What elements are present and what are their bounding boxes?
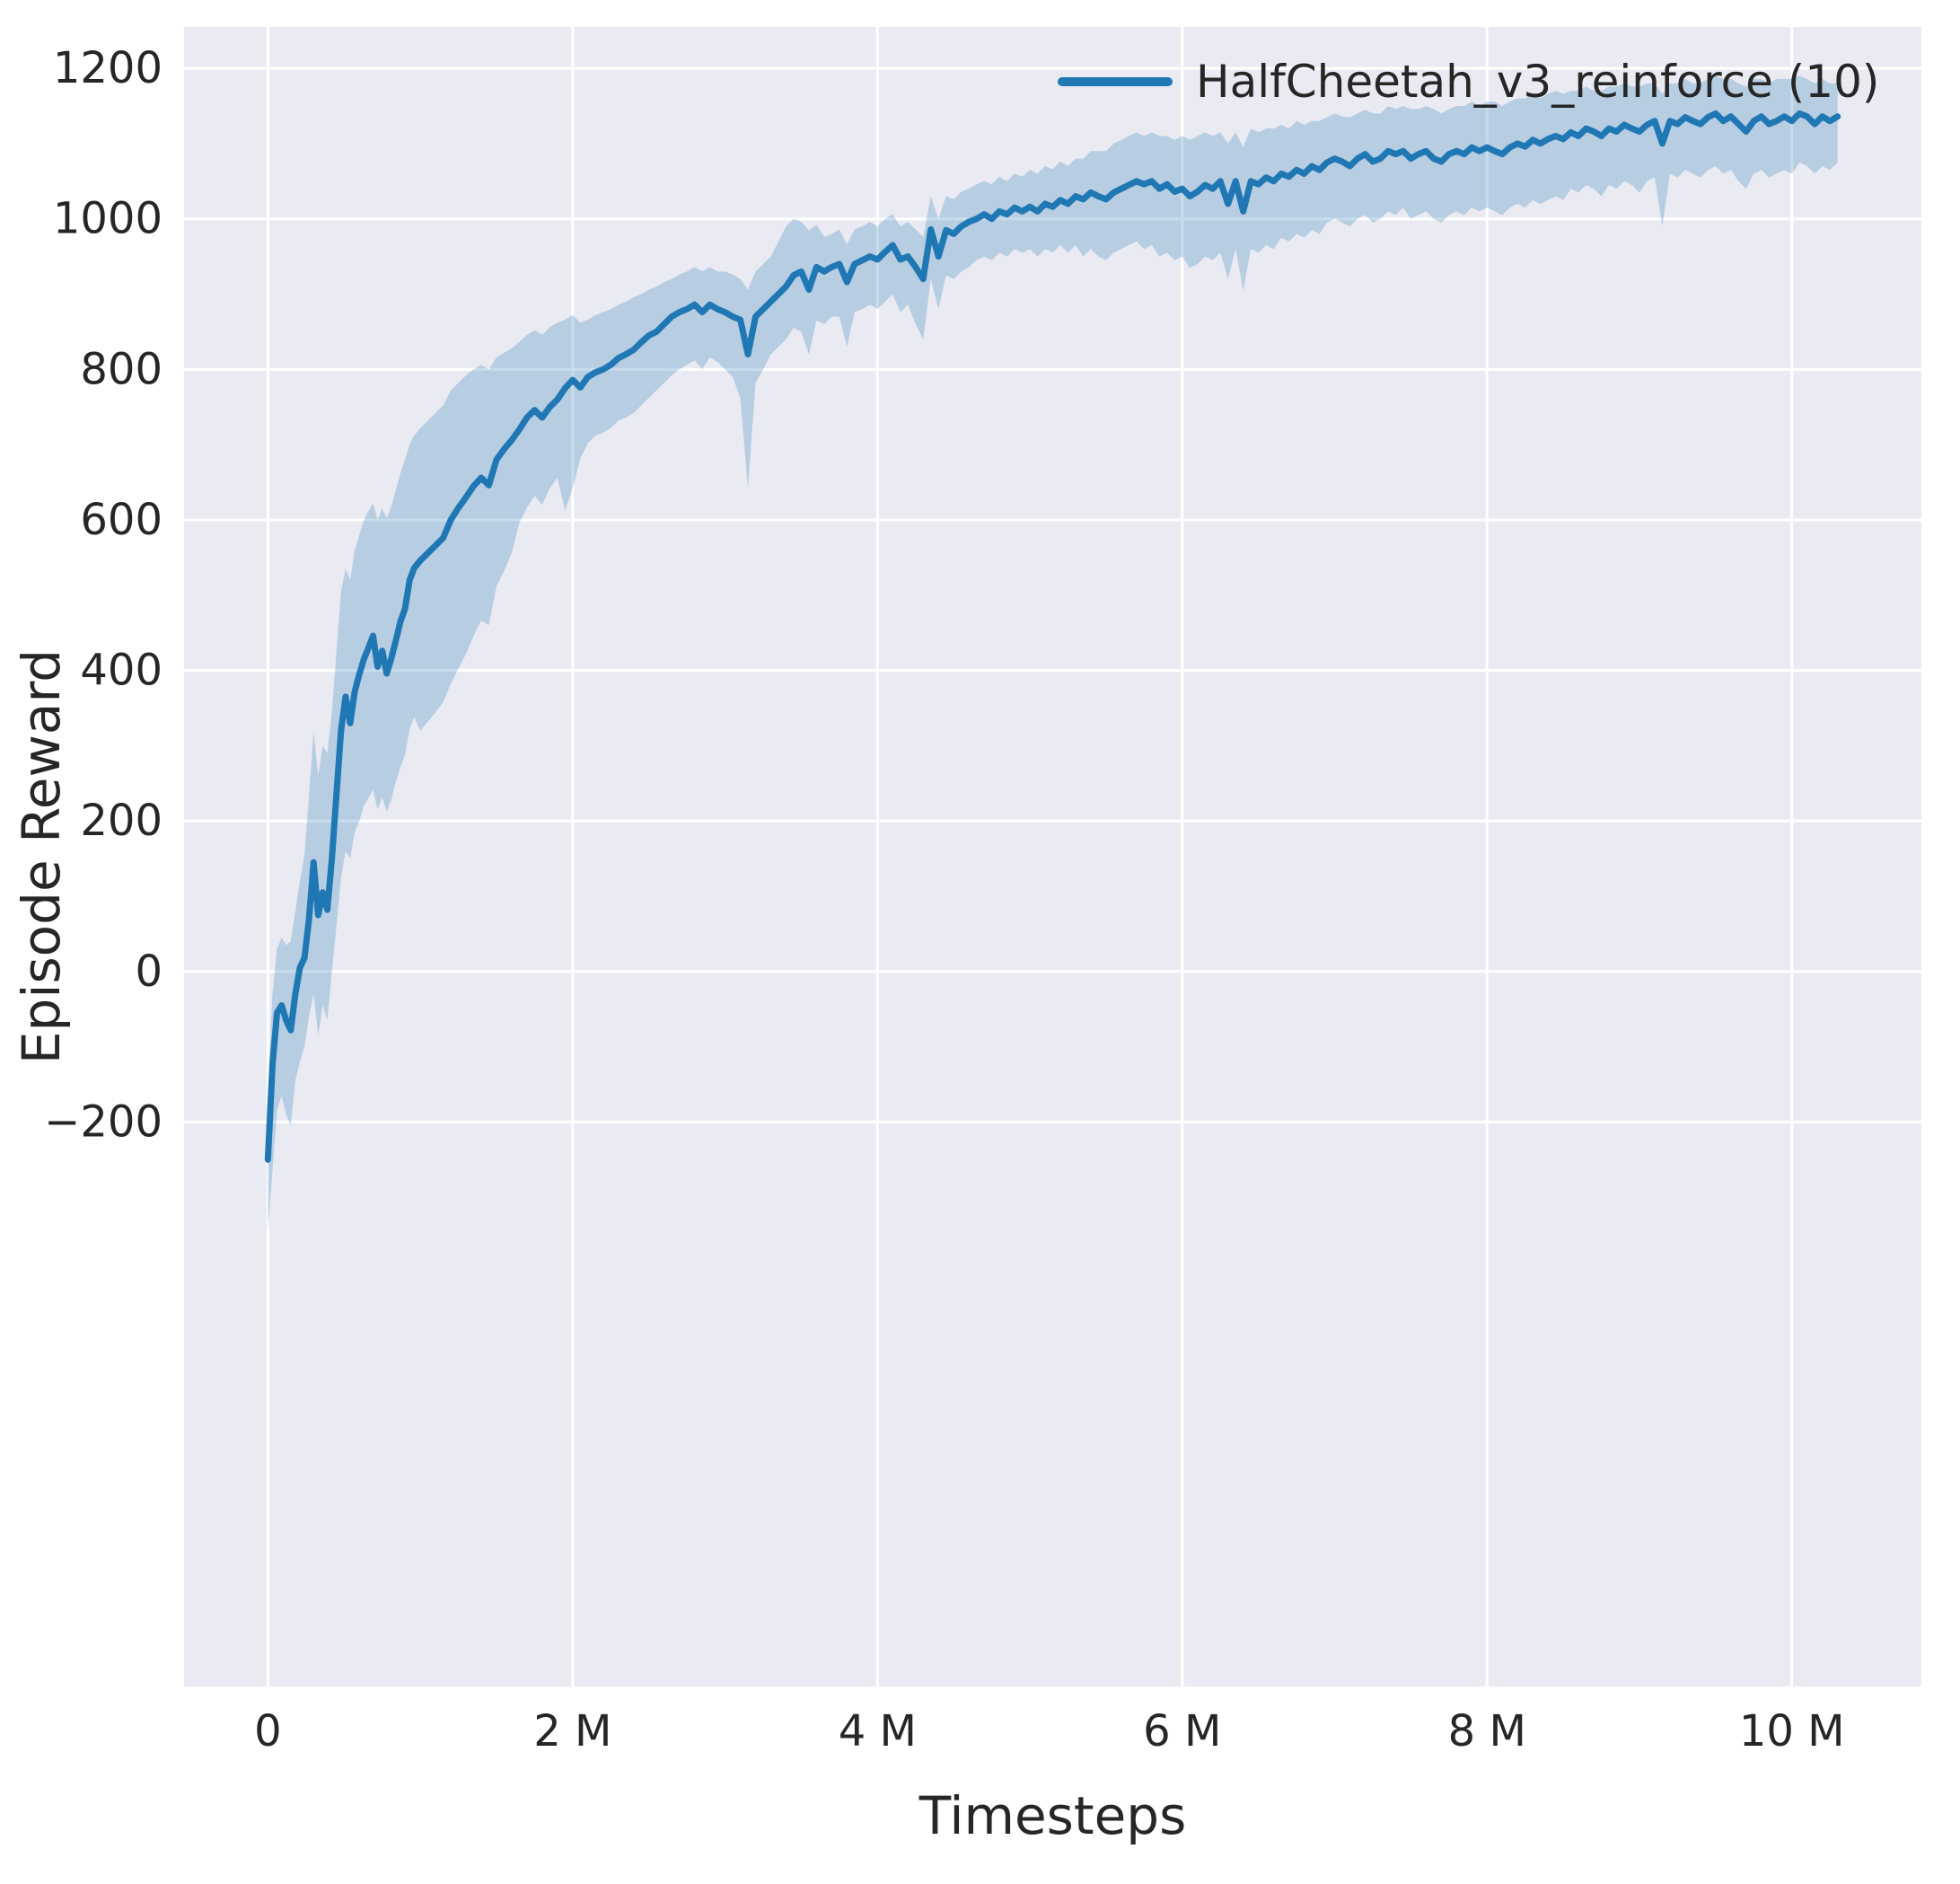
confidence-band: [268, 75, 1838, 1231]
legend-line-swatch: [1058, 77, 1173, 86]
x-tick-label: 8 M: [1448, 1706, 1526, 1756]
x-tick-label: 0: [254, 1706, 282, 1756]
y-tick-label: 0: [135, 946, 163, 997]
x-tick-label: 2 M: [533, 1706, 611, 1756]
y-tick-label: 1200: [53, 43, 163, 93]
legend-label: HalfCheetah_v3_reinforce (10): [1196, 56, 1880, 108]
y-tick-label: 400: [80, 646, 163, 696]
legend: HalfCheetah_v3_reinforce (10): [1058, 56, 1879, 108]
y-tick-label: −200: [44, 1096, 163, 1147]
y-tick-label: 1000: [53, 194, 163, 244]
y-axis-label: Episode Reward: [11, 648, 72, 1065]
y-tick-label: 800: [80, 344, 163, 394]
x-tick-label: 4 M: [839, 1706, 917, 1756]
x-axis-label: Timesteps: [918, 1785, 1187, 1846]
plot-area: [184, 27, 1921, 1686]
y-tick-label: 600: [80, 495, 163, 545]
x-tick-label: 6 M: [1143, 1706, 1221, 1756]
mean-line: [264, 110, 1841, 1163]
y-tick-label: 200: [80, 796, 163, 846]
x-tick-label: 10 M: [1739, 1706, 1845, 1756]
